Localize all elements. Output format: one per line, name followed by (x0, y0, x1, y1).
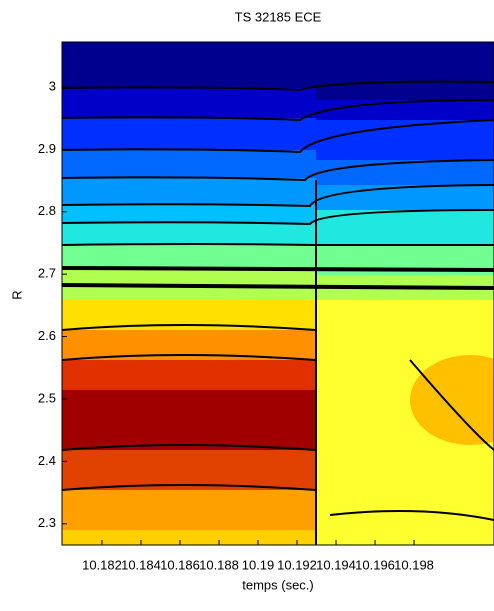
x-tick-label: 10.182 (82, 557, 122, 572)
x-tick-label: 10.184 (121, 557, 161, 572)
y-tick-label: 2.6 (38, 328, 56, 343)
y-tick-label: 2.4 (38, 453, 56, 468)
x-tick-label: 10.198 (394, 557, 434, 572)
x-tick-label: 10.19 (242, 557, 275, 572)
contour-field (62, 42, 494, 545)
chart-title: TS 32185 ECE (235, 9, 322, 24)
x-tick-label: 10.192 (277, 557, 317, 572)
y-tick-label: 2.3 (38, 515, 56, 530)
x-axis-label: temps (sec.) (242, 577, 314, 592)
y-tick-label: 2.8 (38, 203, 56, 218)
y-tick-label: 2.5 (38, 390, 56, 405)
y-tick-label: 2.9 (38, 141, 56, 156)
x-tick-label: 10.186 (160, 557, 200, 572)
plot-frame (61, 41, 494, 546)
x-tick-label: 10.194 (316, 557, 356, 572)
x-tick-label: 10.196 (355, 557, 395, 572)
y-tick-label: 2.7 (38, 266, 56, 281)
y-tick-label: 3 (49, 78, 56, 93)
x-tick-label: 10.188 (199, 557, 239, 572)
y-axis-label: R (9, 290, 24, 299)
